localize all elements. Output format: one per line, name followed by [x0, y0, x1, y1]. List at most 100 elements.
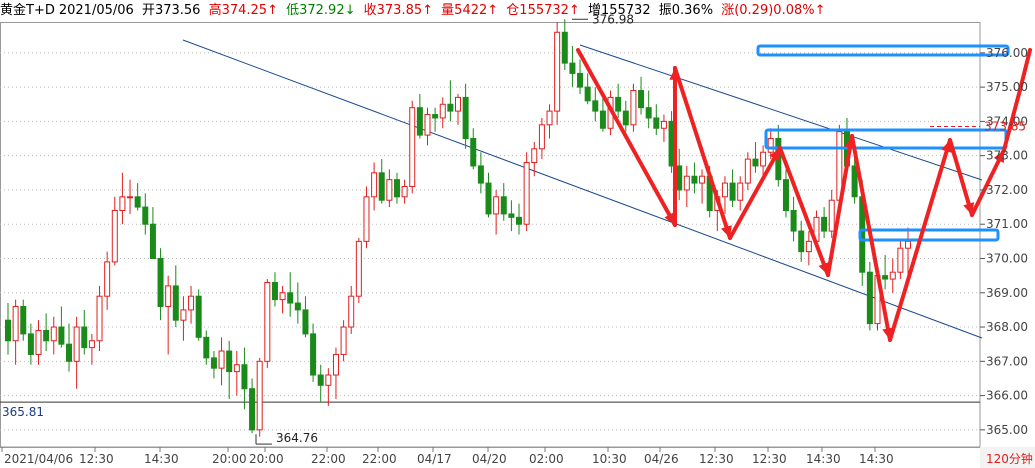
red-arrow-segment	[948, 138, 974, 217]
period-label-bg	[980, 447, 1035, 468]
candle-body	[699, 175, 706, 184]
candle	[271, 272, 278, 307]
candle-body	[508, 213, 515, 218]
y-tick-label: 366.00	[986, 389, 1028, 403]
candle	[104, 251, 111, 310]
x-tick-label: 04/17	[417, 452, 452, 466]
candle	[249, 378, 256, 434]
candle	[622, 100, 629, 132]
candle-body	[721, 182, 728, 198]
y-tick-label: 370.00	[986, 251, 1028, 265]
candle-body	[119, 196, 126, 212]
candle-body	[393, 179, 400, 198]
candle-body	[554, 31, 561, 112]
candle-body	[203, 336, 210, 359]
increase-value: 增155732	[587, 3, 651, 18]
x-tick-label: 12:30	[79, 452, 114, 466]
candle-body	[477, 165, 484, 184]
red-arrow-segment	[728, 146, 782, 240]
candle-body	[584, 86, 591, 102]
candle-body	[866, 271, 873, 325]
candle	[165, 275, 172, 355]
candle	[35, 320, 42, 365]
candle	[5, 303, 11, 355]
candle	[203, 330, 210, 365]
candle-body	[516, 216, 523, 225]
x-tick-label: 02:00	[529, 452, 564, 466]
red-arrow-head	[664, 212, 675, 225]
candle	[20, 299, 27, 341]
candle-body	[165, 285, 172, 307]
candle-body	[88, 340, 95, 349]
candle	[27, 323, 34, 365]
candle	[142, 193, 149, 235]
candle-body	[729, 182, 736, 201]
candle	[752, 141, 759, 173]
annotation-arrows	[576, 48, 1032, 342]
candle-body	[180, 309, 187, 321]
candle	[50, 316, 57, 355]
candle-body	[111, 210, 118, 263]
candle-body	[104, 261, 111, 297]
candle-body	[660, 120, 667, 129]
candle-body	[27, 333, 34, 355]
x-tick-label: 12:30	[752, 452, 787, 466]
candle	[729, 169, 736, 208]
candle	[355, 237, 362, 304]
candle	[508, 200, 515, 232]
symbol-label: 黄金T+D	[0, 3, 55, 18]
x-tick-label: 04/20	[472, 452, 507, 466]
candle	[821, 207, 828, 238]
candle-body	[676, 165, 683, 191]
change-value: 涨(0.29)0.08%↑	[721, 3, 826, 18]
candle-body	[134, 196, 141, 208]
candle	[119, 172, 126, 225]
candle-body	[493, 196, 500, 215]
x-tick-label: 2021/04/06	[4, 452, 73, 466]
candle-body	[363, 196, 370, 242]
candle	[615, 83, 622, 118]
candle	[310, 323, 317, 382]
candle	[180, 296, 187, 341]
x-tick-label: 22:00	[311, 452, 346, 466]
candle	[554, 22, 561, 125]
candle	[447, 80, 454, 122]
candle	[332, 347, 339, 400]
candle	[767, 128, 774, 160]
candle	[81, 309, 88, 355]
candle	[805, 231, 812, 266]
candle	[348, 285, 355, 334]
candle	[287, 272, 294, 317]
candle-body	[332, 353, 339, 376]
candle	[111, 196, 118, 266]
candle	[233, 351, 240, 396]
candle-body	[630, 90, 637, 126]
candle-body	[455, 96, 461, 112]
x-tick-label: 10:30	[592, 452, 627, 466]
candle-body	[447, 103, 454, 112]
red-arrow-head	[769, 148, 780, 161]
candle	[424, 107, 431, 146]
last-price-label: 373.85	[984, 120, 1026, 134]
candle	[462, 83, 469, 149]
candle	[493, 189, 500, 235]
candle	[866, 261, 873, 331]
candle-body	[73, 326, 80, 362]
candle	[798, 220, 805, 262]
candle	[577, 59, 584, 94]
candle-body	[462, 96, 469, 140]
candle-body	[348, 295, 355, 328]
candle-body	[371, 172, 378, 198]
candle-body	[737, 182, 744, 201]
candle	[416, 93, 423, 139]
candle-body	[645, 107, 652, 119]
candle-body	[142, 206, 149, 225]
y-tick-label: 369.00	[986, 286, 1028, 300]
candle-body	[599, 110, 606, 129]
low-value: 低372.92↓	[286, 3, 356, 18]
candle-body	[546, 110, 553, 126]
x-tick-label: 22:00	[362, 452, 397, 466]
high-value: 高374.25↑	[208, 3, 278, 18]
candle-body	[905, 240, 911, 249]
